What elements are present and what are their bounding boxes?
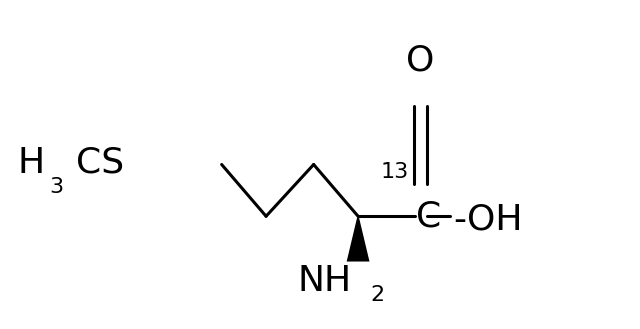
Text: C: C — [417, 199, 442, 233]
Text: CS: CS — [76, 146, 124, 180]
Text: -OH: -OH — [453, 202, 523, 237]
Text: NH: NH — [298, 264, 352, 298]
Text: H: H — [18, 146, 45, 180]
Text: O: O — [406, 44, 435, 78]
Text: 3: 3 — [50, 177, 64, 197]
Polygon shape — [347, 216, 369, 262]
Text: 2: 2 — [370, 286, 384, 306]
Text: 13: 13 — [381, 162, 409, 182]
